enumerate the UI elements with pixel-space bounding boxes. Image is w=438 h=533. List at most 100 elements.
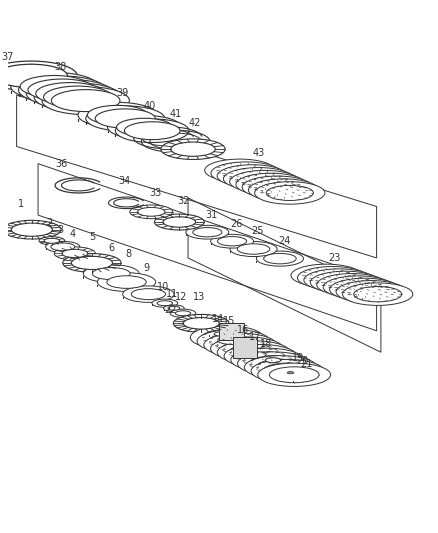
Ellipse shape: [124, 122, 180, 140]
Ellipse shape: [260, 183, 307, 198]
Ellipse shape: [330, 278, 400, 301]
Ellipse shape: [130, 205, 173, 219]
Polygon shape: [233, 337, 257, 358]
Text: 14: 14: [212, 314, 225, 324]
Ellipse shape: [290, 374, 305, 379]
Ellipse shape: [223, 166, 270, 181]
Ellipse shape: [108, 115, 181, 139]
Ellipse shape: [254, 182, 325, 204]
Ellipse shape: [86, 106, 165, 131]
Ellipse shape: [266, 185, 313, 200]
Text: 38: 38: [54, 62, 67, 72]
Ellipse shape: [236, 348, 285, 364]
Text: 20: 20: [296, 357, 308, 366]
Ellipse shape: [3, 220, 61, 239]
Ellipse shape: [309, 270, 357, 286]
Ellipse shape: [321, 275, 370, 290]
Text: 41: 41: [169, 109, 181, 119]
Ellipse shape: [215, 337, 265, 353]
Text: 16: 16: [237, 325, 249, 335]
Ellipse shape: [183, 318, 219, 329]
Text: 43: 43: [252, 148, 265, 158]
Ellipse shape: [237, 352, 311, 375]
Ellipse shape: [168, 306, 180, 310]
Ellipse shape: [334, 279, 382, 295]
Text: 19: 19: [292, 353, 304, 362]
Ellipse shape: [46, 241, 80, 252]
Ellipse shape: [26, 79, 114, 108]
Ellipse shape: [328, 277, 376, 293]
Ellipse shape: [256, 359, 306, 375]
Ellipse shape: [92, 268, 130, 280]
Text: 37: 37: [1, 52, 14, 62]
Ellipse shape: [231, 343, 259, 352]
Text: 25: 25: [251, 226, 264, 236]
Text: 34: 34: [118, 176, 131, 187]
Ellipse shape: [249, 356, 299, 372]
Ellipse shape: [197, 329, 270, 353]
Text: 24: 24: [278, 237, 290, 246]
Ellipse shape: [88, 106, 148, 125]
Ellipse shape: [44, 238, 60, 243]
Text: 23: 23: [328, 253, 341, 263]
Ellipse shape: [214, 332, 227, 336]
Ellipse shape: [117, 118, 172, 136]
Ellipse shape: [217, 165, 287, 187]
Ellipse shape: [244, 356, 317, 379]
Text: 12: 12: [175, 292, 187, 302]
Text: 9: 9: [143, 263, 149, 273]
Text: 10: 10: [156, 282, 169, 292]
Ellipse shape: [336, 280, 406, 303]
Ellipse shape: [157, 301, 173, 305]
Ellipse shape: [170, 309, 196, 317]
Ellipse shape: [256, 251, 304, 266]
Ellipse shape: [302, 268, 350, 283]
Text: 11: 11: [166, 289, 178, 298]
Ellipse shape: [62, 249, 88, 257]
Ellipse shape: [263, 363, 312, 379]
Text: 40: 40: [144, 101, 156, 111]
Ellipse shape: [0, 61, 77, 91]
Ellipse shape: [211, 337, 283, 360]
Ellipse shape: [171, 142, 215, 156]
Text: 33: 33: [149, 188, 162, 198]
Ellipse shape: [287, 372, 294, 374]
Ellipse shape: [223, 167, 294, 190]
Ellipse shape: [247, 177, 295, 192]
Ellipse shape: [310, 271, 381, 294]
Ellipse shape: [293, 375, 301, 378]
Ellipse shape: [245, 351, 271, 359]
Ellipse shape: [164, 305, 184, 311]
Ellipse shape: [190, 326, 263, 349]
Ellipse shape: [217, 341, 290, 364]
Ellipse shape: [285, 371, 296, 375]
Ellipse shape: [34, 83, 122, 111]
Ellipse shape: [83, 265, 139, 282]
Ellipse shape: [230, 171, 300, 193]
Ellipse shape: [218, 336, 245, 344]
Ellipse shape: [20, 76, 89, 98]
Ellipse shape: [251, 359, 324, 383]
Text: 18: 18: [260, 339, 272, 349]
Ellipse shape: [115, 119, 189, 142]
Ellipse shape: [230, 241, 277, 256]
Ellipse shape: [39, 237, 65, 245]
Ellipse shape: [138, 207, 165, 216]
Ellipse shape: [95, 109, 155, 128]
Text: 15: 15: [223, 316, 236, 326]
Ellipse shape: [152, 299, 178, 308]
Ellipse shape: [51, 90, 120, 111]
Text: 4: 4: [70, 229, 76, 239]
Ellipse shape: [18, 76, 106, 104]
Ellipse shape: [222, 341, 272, 357]
Ellipse shape: [265, 358, 281, 362]
Ellipse shape: [211, 162, 281, 184]
Ellipse shape: [131, 289, 166, 300]
Ellipse shape: [347, 284, 395, 300]
Ellipse shape: [209, 330, 232, 337]
Ellipse shape: [163, 217, 196, 227]
Ellipse shape: [291, 264, 361, 287]
Ellipse shape: [216, 163, 263, 178]
Ellipse shape: [186, 225, 229, 239]
Text: 3: 3: [57, 225, 64, 235]
